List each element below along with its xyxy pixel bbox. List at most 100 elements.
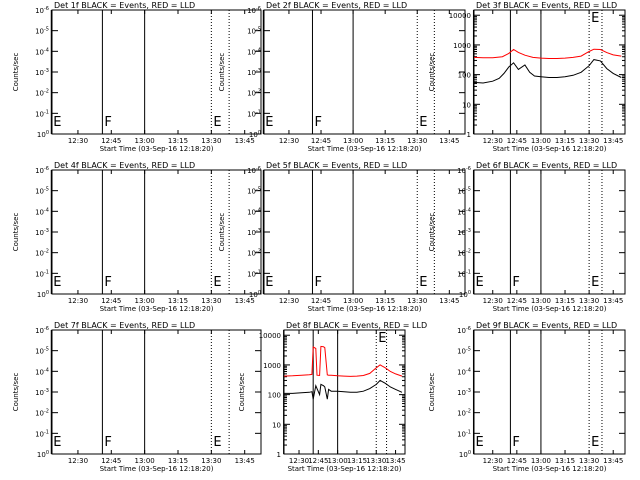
y-tick-label: 10000	[449, 12, 471, 20]
y-tick-label: 10-3	[247, 68, 261, 77]
y-tick-label: 10-5	[247, 27, 261, 36]
x-tick-label: 13:00	[135, 297, 155, 305]
x-tick-label: 12:45	[101, 137, 121, 145]
time-marker-label: E	[53, 435, 61, 450]
y-tick-label: 10-2	[35, 249, 49, 258]
x-axis-label: Start Time (03-Sep-16 12:18:20)	[308, 145, 422, 153]
detector-panel-9: Det 9f BLACK = Events, RED = LLD Counts/s…	[428, 321, 626, 473]
y-tick-label: 10-3	[35, 228, 49, 237]
x-tick-label: 13:45	[235, 137, 255, 145]
y-tick-label: 10-5	[35, 187, 49, 196]
y-tick-label: 100	[459, 290, 471, 299]
y-tick-label: 1000	[453, 42, 471, 50]
x-tick-label: 12:45	[308, 457, 328, 465]
y-tick-label: 10-6	[457, 166, 471, 175]
plot-frame	[51, 9, 262, 135]
x-tick-label: 12:45	[311, 137, 331, 145]
x-tick-label: 12:30	[483, 137, 503, 145]
y-axis-label: Counts/sec	[218, 213, 226, 252]
y-tick-label: 1000	[263, 362, 281, 370]
time-marker-label: F	[104, 275, 111, 290]
x-tick-label: 12:45	[311, 297, 331, 305]
x-tick-label: 13:00	[531, 297, 551, 305]
y-tick-label: 10000	[259, 332, 281, 340]
x-tick-label: 13:15	[347, 457, 367, 465]
plot-frame	[51, 329, 262, 455]
x-tick-label: 12:30	[289, 457, 309, 465]
detector-panel-4: Det 4f BLACK = Events, RED = LLD Counts/s…	[12, 161, 262, 313]
time-marker-label: E	[378, 331, 386, 346]
y-tick-label: 10-3	[35, 68, 49, 77]
x-axis-label: Start Time (03-Sep-16 12:18:20)	[493, 145, 607, 153]
y-tick-label: 10-1	[457, 269, 471, 278]
x-tick-label: 13:30	[366, 457, 386, 465]
y-tick-label: 10	[272, 421, 281, 429]
detector-panel-1: Det 1f BLACK = Events, RED = LLD Counts/s…	[12, 1, 262, 153]
x-tick-label: 13:30	[579, 457, 599, 465]
x-tick-label: 12:45	[507, 297, 527, 305]
x-tick-label: 13:00	[328, 457, 348, 465]
events-rate-line	[284, 379, 403, 400]
time-marker-label: E	[213, 435, 221, 450]
y-tick-label: 10-4	[247, 47, 261, 56]
y-tick-label: 1	[467, 131, 471, 139]
panel-title: Det 2f BLACK = Events, RED = LLD	[266, 1, 407, 10]
y-tick-label: 10-5	[457, 347, 471, 356]
time-marker-label: F	[104, 115, 111, 130]
x-tick-label: 13:00	[135, 137, 155, 145]
x-tick-label: 12:30	[68, 137, 88, 145]
y-tick-label: 10-3	[35, 388, 49, 397]
y-tick-label: 100	[37, 130, 49, 139]
x-tick-label: 13:45	[235, 297, 255, 305]
detector-panel-5: Det 5f BLACK = Events, RED = LLD Counts/s…	[218, 161, 466, 313]
y-axis-label: Counts/sec	[12, 53, 20, 92]
y-tick-label: 100	[37, 290, 49, 299]
y-tick-label: 100	[249, 130, 261, 139]
series-group	[474, 48, 622, 84]
x-axis-label: Start Time (03-Sep-16 12:18:20)	[100, 465, 214, 473]
x-axis-label: Start Time (03-Sep-16 12:18:20)	[308, 305, 422, 313]
y-tick-label: 10-6	[35, 166, 49, 175]
x-tick-label: 13:30	[579, 137, 599, 145]
detector-panel-7: Det 7f BLACK = Events, RED = LLD Counts/s…	[12, 321, 262, 473]
x-tick-label: 13:15	[375, 297, 395, 305]
time-marker-label: E	[475, 435, 483, 450]
y-tick-label: 10-5	[247, 187, 261, 196]
y-tick-label: 10-1	[457, 429, 471, 438]
time-marker-label: E	[53, 115, 61, 130]
y-tick-label: 1	[277, 451, 281, 459]
y-tick-label: 10-6	[247, 166, 261, 175]
x-axis-label: Start Time (03-Sep-16 12:18:20)	[288, 465, 402, 473]
x-tick-label: 13:45	[439, 137, 459, 145]
y-axis-label: Counts/sec	[428, 373, 436, 412]
x-tick-label: 12:45	[507, 457, 527, 465]
time-marker-label: E	[265, 275, 273, 290]
y-tick-label: 100	[459, 450, 471, 459]
x-tick-label: 13:00	[135, 457, 155, 465]
x-axis-label: Start Time (03-Sep-16 12:18:20)	[493, 305, 607, 313]
time-marker-label: E	[265, 115, 273, 130]
x-tick-label: 13:15	[168, 137, 188, 145]
time-marker-label: F	[104, 435, 111, 450]
x-tick-label: 13:00	[343, 297, 363, 305]
y-axis-label: Counts/sec	[218, 53, 226, 92]
time-marker-label: E	[213, 275, 221, 290]
x-tick-label: 12:30	[279, 297, 299, 305]
lld-rate-line	[284, 345, 403, 377]
x-tick-label: 13:30	[407, 137, 427, 145]
x-tick-label: 13:00	[343, 137, 363, 145]
panel-title: Det 1f BLACK = Events, RED = LLD	[54, 1, 195, 10]
x-axis-label: Start Time (03-Sep-16 12:18:20)	[100, 145, 214, 153]
time-marker-label: E	[53, 275, 61, 290]
y-tick-label: 10-2	[247, 249, 261, 258]
x-tick-label: 12:30	[68, 297, 88, 305]
x-tick-label: 13:30	[201, 297, 221, 305]
y-tick-label: 10-1	[35, 429, 49, 438]
series-group	[284, 345, 403, 400]
y-tick-label: 10-1	[247, 269, 261, 278]
y-tick-label: 10-4	[457, 367, 471, 376]
y-axis-label: Counts/sec	[12, 373, 20, 412]
y-tick-label: 100	[37, 450, 49, 459]
x-tick-label: 13:30	[201, 137, 221, 145]
x-tick-label: 13:15	[375, 137, 395, 145]
